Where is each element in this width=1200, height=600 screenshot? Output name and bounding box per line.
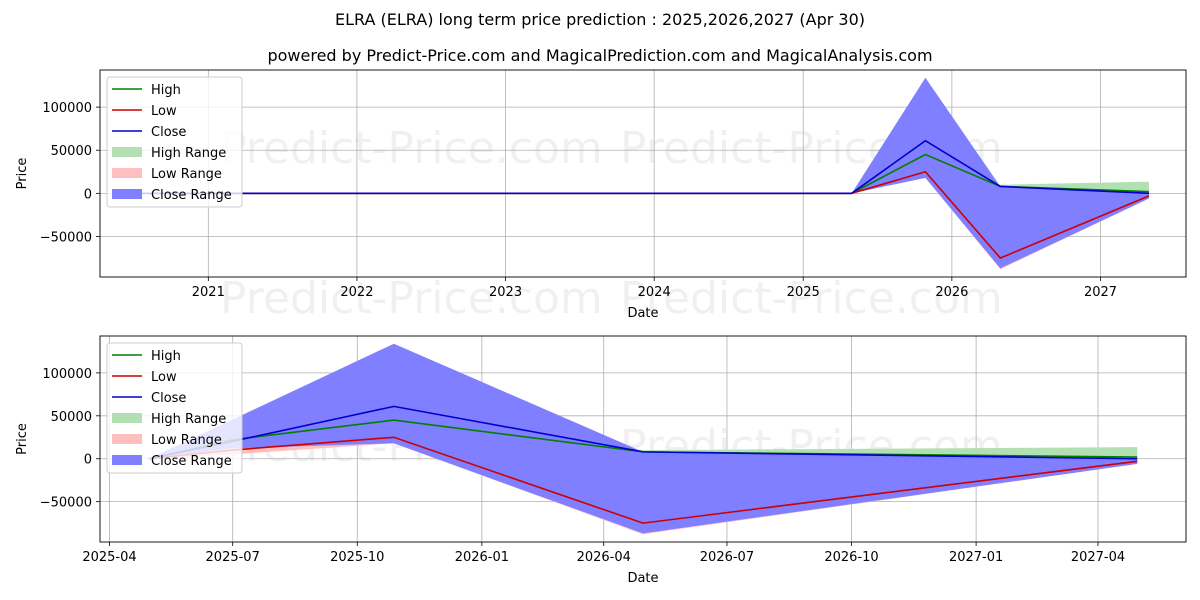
chart-subtitle: powered by Predict-Price.com and Magical… [267, 46, 933, 65]
y-tick-label: 100000 [42, 101, 92, 116]
x-tick-label: 2025-07 [206, 550, 260, 565]
legend-label-high-range: High Range [151, 412, 226, 427]
x-tick-label: 2026 [935, 285, 968, 300]
x-tick-label: 2027-01 [949, 550, 1003, 565]
x-tick-label: 2025-04 [82, 550, 136, 565]
y-tick-label: −50000 [40, 496, 92, 511]
y-axis-label: Price [15, 423, 30, 455]
chart-title: ELRA (ELRA) long term price prediction :… [335, 10, 865, 29]
legend-swatch-close-range [112, 455, 142, 465]
plot-area [121, 77, 1150, 270]
band-high-range [148, 415, 1138, 459]
legend-label-close-range: Close Range [151, 454, 232, 469]
chart-panel-2: Predict-Price.comPredict-Price.com2025-0… [15, 335, 1187, 586]
y-tick-label: 0 [84, 187, 92, 202]
legend-label-low: Low [151, 104, 177, 119]
x-tick-label: 2022 [340, 285, 373, 300]
band-close-range [121, 77, 1149, 269]
watermark-text: Predict-Price.com [620, 273, 1003, 324]
legend-swatch-close-range [112, 189, 142, 199]
y-tick-label: 50000 [51, 144, 92, 159]
plot-frame [99, 335, 1187, 543]
x-tick-label: 2026-01 [455, 550, 509, 565]
x-tick-label: 2027 [1084, 285, 1117, 300]
y-tick-label: 100000 [42, 367, 92, 382]
x-tick-label: 2026-04 [577, 550, 631, 565]
legend-label-low: Low [151, 370, 177, 385]
line-close [121, 139, 1149, 195]
plot-frame [99, 69, 1187, 278]
chart-panel-1: Predict-Price.com Predict-Price.com Predic… [15, 69, 1187, 324]
legend-label-low-range: Low Range [151, 433, 222, 448]
x-tick-label: 2025 [787, 285, 820, 300]
legend: High Low Close High Range Low Range Close Ran… [106, 342, 243, 474]
x-tick-label: 2024 [638, 285, 671, 300]
y-tick-label: −50000 [40, 230, 92, 245]
legend-swatch-high-range [112, 413, 142, 423]
x-tick-label: 2025-10 [330, 550, 384, 565]
watermark-text: Predict-Price.com [220, 123, 603, 174]
legend-label-low-range: Low Range [151, 167, 222, 182]
legend-label-close: Close [151, 391, 186, 406]
legend-label-high: High [151, 83, 181, 98]
band-close-range [148, 343, 1138, 534]
x-axis-label: Date [627, 571, 658, 586]
x-tick-label: 2021 [192, 285, 225, 300]
legend-swatch-low-range [112, 168, 142, 178]
legend-label-close-range: Close Range [151, 188, 232, 203]
legend-swatch-low-range [112, 434, 142, 444]
watermark-text: Predict-Price.com [220, 273, 603, 324]
x-tick-label: 2027-04 [1071, 550, 1125, 565]
x-tick-label: 2026-10 [824, 550, 878, 565]
legend-label-high-range: High Range [151, 146, 226, 161]
y-tick-label: 0 [84, 453, 92, 468]
legend: High Low Close High Range Low Range Close Ran… [106, 76, 243, 208]
x-tick-label: 2026-07 [700, 550, 754, 565]
y-tick-label: 50000 [51, 410, 92, 425]
legend-swatch-high-range [112, 147, 142, 157]
x-tick-label: 2023 [489, 285, 522, 300]
legend-label-close: Close [151, 125, 186, 140]
legend-label-high: High [151, 349, 181, 364]
x-axis-label: Date [627, 306, 658, 321]
y-axis-label: Price [15, 158, 30, 190]
